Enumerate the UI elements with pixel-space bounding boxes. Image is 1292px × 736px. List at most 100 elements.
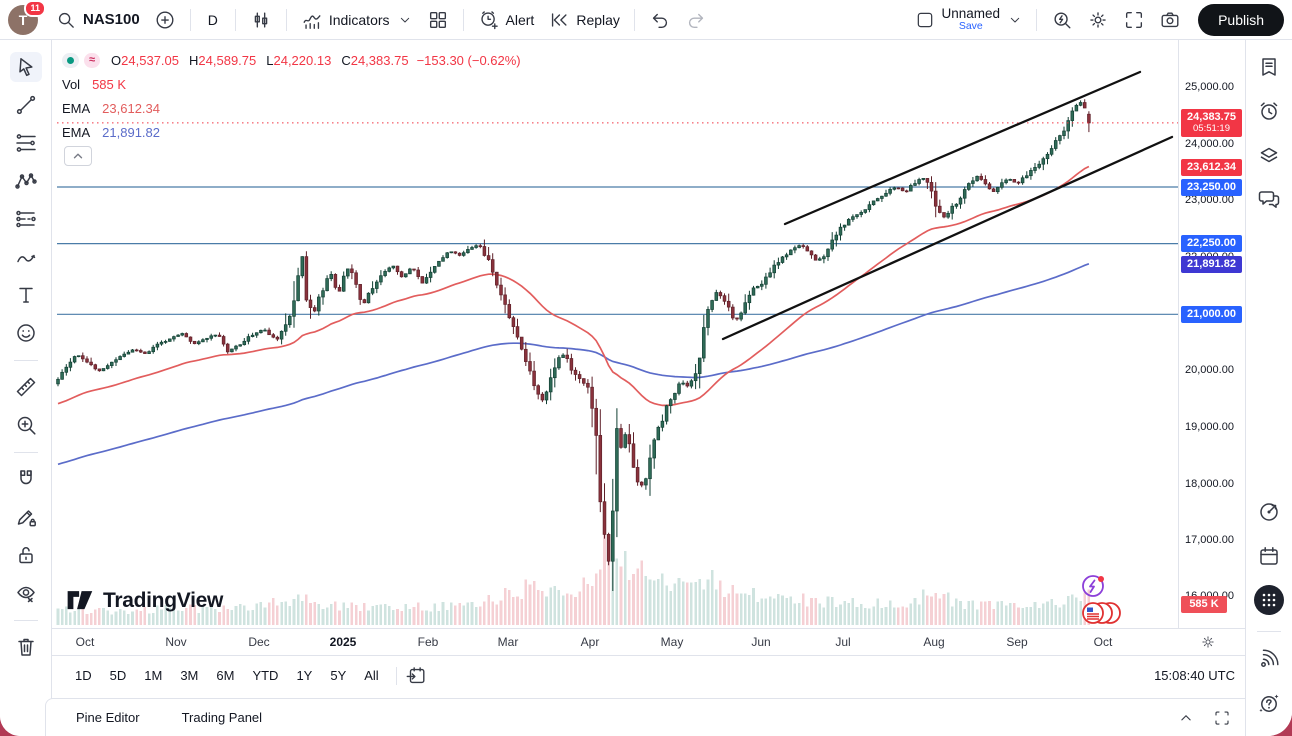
- time-axis[interactable]: Oct Nov Dec 2025 Feb Mar Apr May Jun Jul Aug Sep Oct: [52, 628, 1245, 655]
- sidebar-screener-button[interactable]: [1253, 497, 1285, 527]
- fullscreen-button[interactable]: [1116, 5, 1152, 35]
- range-all-button[interactable]: All: [364, 668, 379, 683]
- sidebar-calendar-button[interactable]: [1253, 541, 1285, 571]
- market-status-icon: [62, 52, 79, 68]
- divider: [395, 666, 397, 685]
- alert-label: Alert: [505, 11, 535, 28]
- price-chart[interactable]: [52, 40, 1178, 628]
- chart-type-button[interactable]: [243, 5, 279, 35]
- user-avatar[interactable]: T 11: [8, 0, 46, 35]
- compare-add-symbol-button[interactable]: [147, 5, 183, 35]
- sidebar-alerts-button[interactable]: [1253, 96, 1285, 126]
- snapshot-button[interactable]: [1152, 5, 1188, 35]
- divider: [189, 8, 191, 31]
- redo-icon: [685, 9, 707, 31]
- tradingview-watermark[interactable]: TradingView: [66, 588, 223, 614]
- interval-button[interactable]: D: [198, 8, 228, 32]
- alert-clock-icon: [478, 9, 500, 31]
- economic-events-icon[interactable]: [1082, 602, 1121, 624]
- grid-layout-icon: [427, 9, 449, 31]
- replay-button[interactable]: Replay: [541, 5, 627, 35]
- price-level-badge: 23,612.34: [1181, 158, 1242, 176]
- alert-button[interactable]: Alert: [471, 5, 542, 35]
- time-tick: May: [660, 635, 684, 649]
- text-icon: [14, 283, 38, 307]
- tool-magnet[interactable]: [10, 464, 42, 494]
- price-level-badge: 21,000.00: [1181, 305, 1242, 323]
- time-tick: Mar: [497, 635, 519, 649]
- quick-search-button[interactable]: [1044, 5, 1080, 35]
- sidebar-watchlist-button[interactable]: [1253, 52, 1285, 82]
- high-key: H: [189, 52, 199, 68]
- sidebar-help-button[interactable]: [1253, 688, 1285, 718]
- range-1y-button[interactable]: 1Y: [296, 668, 313, 683]
- cursor-icon: [14, 55, 38, 79]
- tool-cursor[interactable]: [9, 52, 42, 82]
- tool-lock-all[interactable]: [10, 540, 42, 570]
- symbol-legend-row: ≈ O24,537.05 H24,589.75 L24,220.13 C24,383.…: [62, 48, 525, 72]
- range-5y-button[interactable]: 5Y: [330, 668, 347, 683]
- indicators-label: Indicators: [328, 11, 390, 28]
- sidebar-object-tree-button[interactable]: [1253, 140, 1285, 170]
- axis-settings-icon[interactable]: [1200, 634, 1216, 650]
- chart-pane: ≈ O24,537.05 H24,589.75 L24,220.13 C24,383.…: [52, 40, 1245, 736]
- change-value: −153.30 (−0.62%): [416, 52, 521, 68]
- publish-button[interactable]: Publish: [1198, 3, 1284, 36]
- indicators-button[interactable]: Indicators: [294, 5, 397, 35]
- bottom-panel: Pine Editor Trading Panel: [45, 698, 1245, 736]
- tool-xabcd-pattern[interactable]: [10, 166, 42, 196]
- price-scale[interactable]: 25,000.0024,000.0023,000.0022,000.0020,0…: [1178, 40, 1245, 628]
- tool-remove-drawings[interactable]: [10, 632, 42, 662]
- sidebar-chat-button[interactable]: [1253, 184, 1285, 214]
- tool-fib-retracement[interactable]: [10, 128, 42, 158]
- tool-emoji[interactable]: [10, 318, 42, 348]
- clock-utc[interactable]: 15:08:40 UTC: [1154, 668, 1235, 683]
- last-price-badge: 24,383.75 05:51:19: [1181, 109, 1242, 137]
- maximize-panel-icon[interactable]: [1213, 709, 1231, 727]
- chart-settings-button[interactable]: [1080, 5, 1116, 35]
- trend-line-icon: [14, 93, 38, 117]
- volume-key: Vol: [62, 76, 81, 92]
- legend-collapse-button[interactable]: [64, 146, 92, 166]
- pine-editor-tab[interactable]: Pine Editor: [76, 710, 140, 725]
- range-ytd-button[interactable]: YTD: [252, 668, 279, 683]
- tool-text[interactable]: [10, 280, 42, 310]
- low-value: 24,220.13: [273, 52, 332, 68]
- ema-fast-value: 23,612.34: [102, 100, 161, 116]
- range-6m-button[interactable]: 6M: [216, 668, 235, 683]
- time-tick: Apr: [580, 635, 600, 649]
- tool-measure[interactable]: [10, 372, 42, 402]
- drawing-toolbar: [0, 40, 52, 736]
- tool-forecast[interactable]: [10, 204, 42, 234]
- layout-save-button[interactable]: Unnamed Save: [909, 5, 1030, 34]
- symbol-search-button[interactable]: NAS100: [48, 5, 147, 35]
- save-link[interactable]: Save: [958, 20, 983, 33]
- expand-panel-icon[interactable]: [1177, 709, 1195, 727]
- tool-trend-line[interactable]: [10, 90, 42, 120]
- chart-canvas[interactable]: ≈ O24,537.05 H24,589.75 L24,220.13 C24,383.…: [52, 40, 1178, 628]
- ema-fast-line: [57, 165, 1090, 407]
- divider: [462, 8, 464, 31]
- sidebar-broadcast-button[interactable]: [1253, 644, 1285, 674]
- tool-hide-all[interactable]: [10, 578, 42, 608]
- tool-zoom-in[interactable]: [10, 410, 42, 440]
- layout-grid-button[interactable]: [420, 5, 456, 35]
- zoom-in-icon: [14, 413, 38, 437]
- indicator-templates-button[interactable]: [397, 8, 420, 32]
- go-to-date-icon[interactable]: [405, 665, 427, 687]
- apps-menu-button[interactable]: [1254, 585, 1284, 615]
- undo-button[interactable]: [642, 5, 678, 35]
- range-1d-button[interactable]: 1D: [75, 668, 92, 683]
- tool-brush[interactable]: [10, 242, 42, 272]
- news-flash-icon[interactable]: [1082, 575, 1104, 597]
- search-icon: [55, 9, 77, 31]
- range-3m-button[interactable]: 3M: [180, 668, 199, 683]
- brush-icon: [14, 245, 38, 269]
- range-1m-button[interactable]: 1M: [144, 668, 163, 683]
- tool-drawing-mode[interactable]: [10, 502, 42, 532]
- trading-panel-tab[interactable]: Trading Panel: [181, 710, 263, 725]
- undo-icon: [649, 9, 671, 31]
- redo-button[interactable]: [678, 5, 714, 35]
- sidebar-bottom-group: [1253, 497, 1285, 736]
- range-5d-button[interactable]: 5D: [109, 668, 127, 683]
